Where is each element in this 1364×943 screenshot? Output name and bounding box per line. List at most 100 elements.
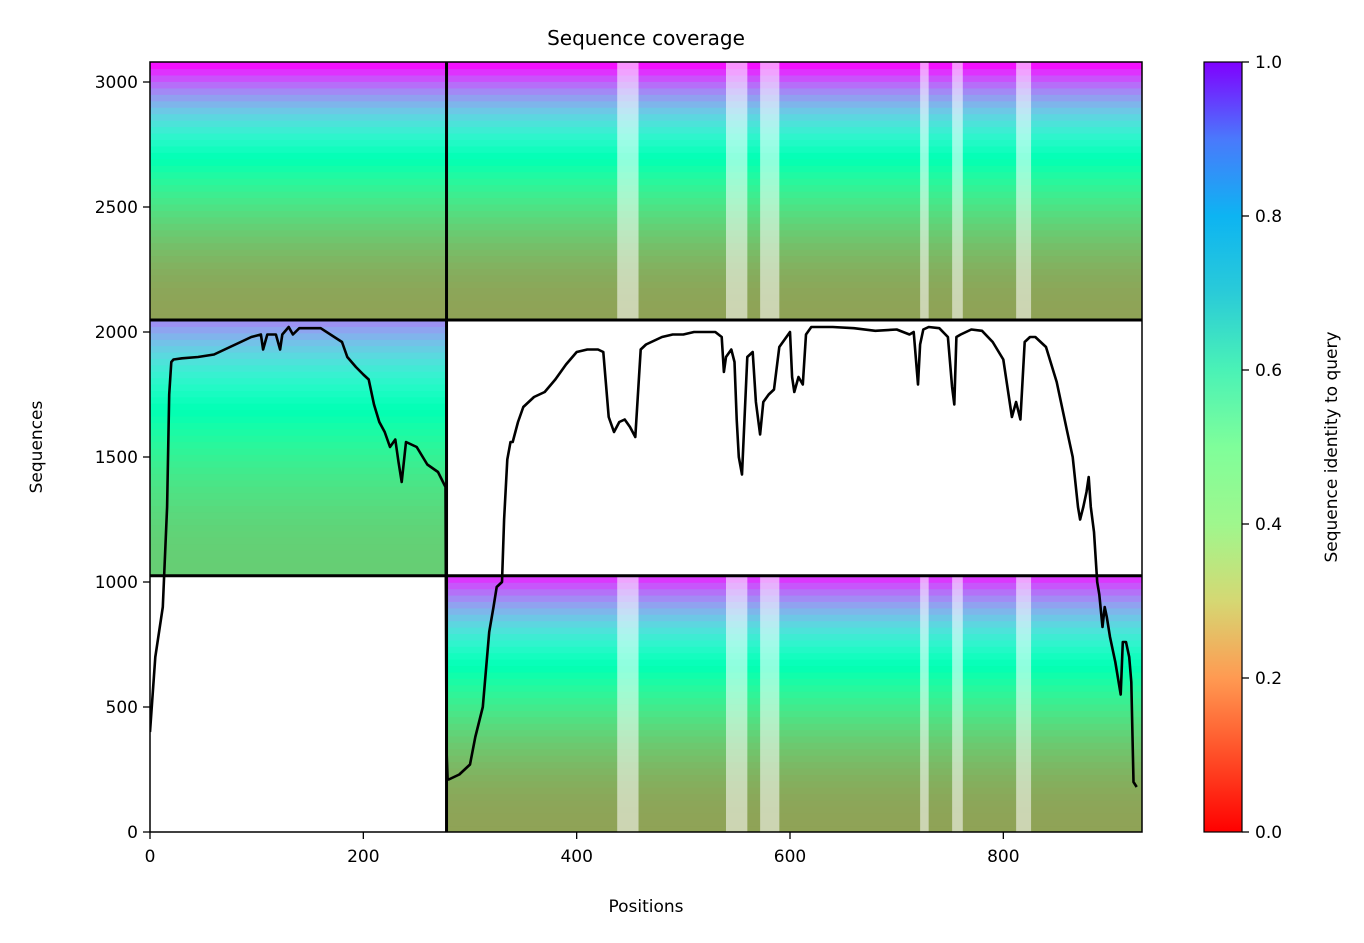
colorbar xyxy=(1203,61,1243,833)
x-tick: 0 xyxy=(145,832,155,867)
identity-band xyxy=(150,486,447,494)
x-tick: 600 xyxy=(774,832,806,867)
identity-band xyxy=(150,229,447,237)
coverage-line xyxy=(150,325,1138,788)
x-axis: 0 200 400 600 800 xyxy=(145,832,1020,867)
identity-band xyxy=(150,403,447,411)
identity-band xyxy=(150,203,447,211)
identity-band xyxy=(446,255,1142,263)
x-tick-label: 200 xyxy=(347,847,379,867)
x-tick-label: 800 xyxy=(987,847,1019,867)
identity-band xyxy=(446,203,1142,211)
identity-band xyxy=(446,178,1142,186)
colorbar-tick-label: 0.6 xyxy=(1255,361,1282,381)
identity-band xyxy=(150,191,447,199)
identity-band xyxy=(446,691,1142,699)
identity-band xyxy=(150,511,447,519)
identity-band xyxy=(446,588,1142,596)
identity-band xyxy=(150,74,447,82)
y-tick-label: 0 xyxy=(127,823,138,843)
identity-band xyxy=(446,748,1142,756)
identity-band xyxy=(446,145,1142,153)
identity-band xyxy=(446,761,1142,769)
identity-band xyxy=(446,236,1142,244)
identity-band xyxy=(150,505,447,513)
x-axis-label: Positions xyxy=(608,897,683,917)
identity-block xyxy=(150,62,447,321)
identity-band xyxy=(446,582,1142,590)
y-tick: 0 xyxy=(127,823,150,843)
identity-band xyxy=(150,68,447,76)
identity-band xyxy=(150,371,447,379)
identity-band xyxy=(150,339,447,347)
identity-band xyxy=(150,223,447,231)
identity-band xyxy=(150,415,447,423)
gap-column xyxy=(952,62,963,832)
identity-block xyxy=(446,62,1142,321)
identity-band xyxy=(150,377,447,385)
identity-band xyxy=(446,158,1142,166)
identity-band xyxy=(150,210,447,218)
identity-band xyxy=(150,268,447,276)
identity-band xyxy=(446,601,1142,609)
identity-band xyxy=(150,396,447,404)
identity-band xyxy=(150,242,447,250)
identity-band xyxy=(150,94,447,102)
identity-band xyxy=(446,671,1142,679)
colorbar-tick: 0.2 xyxy=(1242,669,1282,689)
identity-band xyxy=(446,633,1142,641)
identity-band xyxy=(150,274,447,282)
identity-band xyxy=(150,320,447,327)
identity-band xyxy=(446,113,1142,121)
identity-band xyxy=(150,313,447,321)
identity-band xyxy=(446,575,1142,583)
identity-band xyxy=(446,620,1142,628)
identity-band xyxy=(150,300,447,308)
identity-band xyxy=(446,216,1142,224)
identity-band xyxy=(150,467,447,475)
identity-band xyxy=(446,184,1142,192)
identity-band xyxy=(150,364,447,372)
identity-band xyxy=(150,178,447,186)
identity-band xyxy=(150,281,447,289)
x-tick: 800 xyxy=(987,832,1020,867)
identity-band xyxy=(150,454,447,462)
identity-band xyxy=(446,62,1142,70)
identity-band xyxy=(150,428,447,436)
identity-band xyxy=(446,652,1142,660)
identity-band xyxy=(150,479,447,487)
identity-band xyxy=(150,332,447,340)
identity-band xyxy=(150,158,447,166)
y-tick: 2500 xyxy=(95,198,150,218)
identity-band xyxy=(150,441,447,449)
identity-band xyxy=(446,665,1142,673)
identity-band xyxy=(446,742,1142,750)
y-tick-label: 1000 xyxy=(95,573,138,593)
identity-band xyxy=(150,261,447,269)
identity-band xyxy=(446,300,1142,308)
identity-band xyxy=(150,132,447,140)
identity-band xyxy=(446,249,1142,257)
identity-band xyxy=(446,81,1142,89)
identity-band xyxy=(446,94,1142,102)
colorbar-label: Sequence identity to query xyxy=(1322,331,1342,562)
identity-band xyxy=(446,307,1142,315)
identity-band xyxy=(150,249,447,257)
identity-band xyxy=(150,524,447,532)
y-tick-label: 1500 xyxy=(95,448,138,468)
identity-band xyxy=(446,755,1142,763)
identity-band xyxy=(150,87,447,95)
y-tick-label: 3000 xyxy=(95,73,138,93)
identity-band xyxy=(446,313,1142,321)
identity-band xyxy=(446,210,1142,218)
identity-band xyxy=(150,422,447,430)
identity-band xyxy=(446,607,1142,615)
identity-band xyxy=(446,107,1142,115)
identity-band xyxy=(446,627,1142,635)
identity-band xyxy=(150,383,447,391)
identity-band xyxy=(446,594,1142,602)
identity-band xyxy=(446,68,1142,76)
identity-band xyxy=(446,120,1142,128)
identity-band xyxy=(150,473,447,481)
